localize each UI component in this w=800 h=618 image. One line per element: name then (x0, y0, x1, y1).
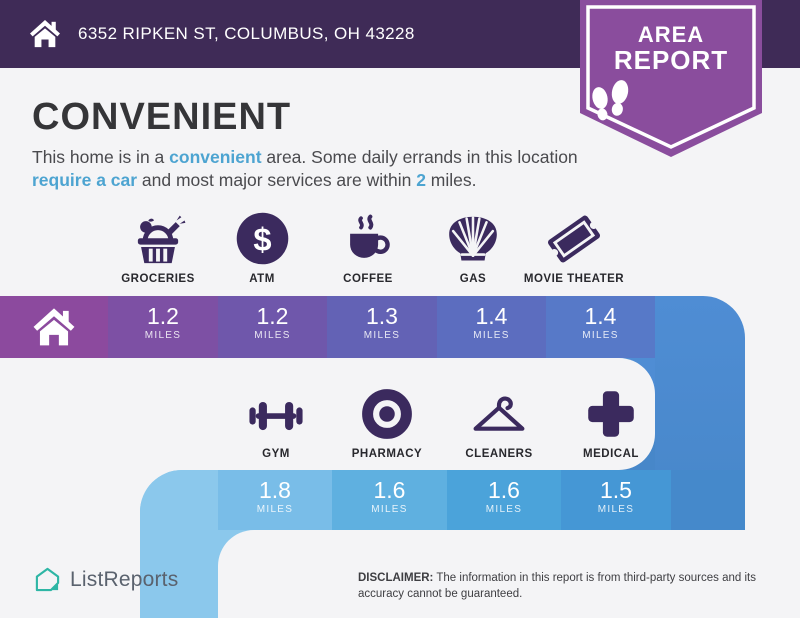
distance-unit: MILES (582, 330, 619, 341)
distance-unit: MILES (485, 504, 523, 515)
amenity-gas: GAS (408, 208, 538, 285)
disclaimer: DISCLAIMER: The information in this repo… (358, 571, 762, 602)
page-title: CONVENIENT (32, 96, 292, 138)
distance-value: 1.6 (488, 477, 520, 503)
medical-cross-icon (588, 391, 634, 437)
distance-cell-atm: 1.2 MILES (218, 296, 327, 358)
distance-unit: MILES (256, 504, 294, 515)
amenity-coffee: COFFEE (303, 208, 433, 285)
amenity-label: GYM (262, 448, 290, 460)
groceries-icon (137, 215, 186, 264)
distance-cell-gym: 1.8 MILES (218, 470, 332, 530)
distance-bar-bottom: 1.8 MILES 1.6 MILES 1.6 MILES 1.5 MILES (140, 470, 745, 530)
amenity-movie-theater: MOVIE THEATER (509, 208, 639, 285)
band-inner-gap (0, 358, 655, 470)
cleaners-hanger-icon (473, 396, 525, 431)
distance-value: 1.6 (373, 477, 406, 503)
desc-highlight-require-a-car: require a car (32, 170, 138, 191)
desc-highlight-miles-number: 2 (416, 170, 426, 191)
distance-cell-pharmacy: 1.6 MILES (332, 470, 447, 530)
brand-name: ListReports (70, 567, 179, 591)
area-description: This home is in a convenient area. Some … (32, 146, 580, 192)
distance-bar-top: 1.2 MILES 1.2 MILES 1.3 MILES 1.4 MILES … (0, 296, 655, 358)
property-address: 6352 RIPKEN ST, COLUMBUS, OH 43228 (78, 24, 415, 43)
distance-unit: MILES (597, 504, 635, 515)
desc-text: area. Some daily errands in this locatio… (261, 147, 578, 167)
distance-value: 1.4 (584, 303, 617, 329)
footprints-icon (592, 80, 629, 121)
area-report-badge: AREA REPORT (580, 0, 762, 164)
distance-cell-coffee: 1.3 MILES (327, 296, 437, 358)
amenity-pharmacy: PHARMACY (322, 383, 452, 460)
distance-value: 1.3 (366, 303, 398, 329)
amenity-label: GAS (459, 273, 487, 285)
amenity-label: COFFEE (343, 273, 393, 285)
distance-unit: MILES (254, 330, 291, 341)
distance-cell-groceries: 1.2 MILES (108, 296, 218, 358)
home-icon (33, 307, 75, 345)
coffee-icon (350, 214, 390, 258)
badge-pennant (580, 0, 762, 157)
band-fill-cell (671, 470, 745, 530)
dollar-sign: $ (253, 221, 271, 258)
home-cell (0, 296, 108, 358)
amenity-label: MOVIE THEATER (523, 273, 625, 285)
distance-cell-gas: 1.4 MILES (437, 296, 546, 358)
band-inner-gap (218, 530, 800, 618)
distance-cell-medical: 1.5 MILES (561, 470, 671, 530)
atm-icon: $ (236, 212, 288, 265)
disclaimer-label: DISCLAIMER: (358, 572, 434, 584)
distance-value: 1.5 (600, 477, 632, 503)
distance-value: 1.4 (475, 303, 508, 329)
distance-cell-cleaners: 1.6 MILES (447, 470, 561, 530)
listreports-logo: ListReports (34, 566, 178, 593)
distance-unit: MILES (363, 330, 401, 341)
listreports-house-icon (35, 567, 60, 592)
desc-highlight-convenient: convenient (169, 147, 262, 167)
desc-text: miles. (425, 170, 477, 191)
distance-unit: MILES (473, 330, 510, 341)
amenity-label: MEDICAL (583, 448, 639, 460)
amenity-label: CLEANERS (465, 448, 533, 460)
badge-line1: AREA (637, 22, 705, 47)
pharmacy-target-icon (362, 389, 412, 439)
disclaimer-text: The information in this report is from t… (358, 572, 756, 600)
distance-value: 1.2 (256, 303, 289, 329)
distance-value: 1.8 (259, 477, 291, 503)
distance-value: 1.2 (147, 303, 179, 329)
amenity-cleaners: CLEANERS (434, 383, 564, 460)
desc-text: and most major services are within (137, 170, 417, 191)
home-icon (30, 19, 60, 48)
distance-unit: MILES (144, 330, 182, 341)
amenity-medical: MEDICAL (546, 383, 676, 460)
badge-line2: REPORT (613, 45, 729, 75)
amenity-label: ATM (249, 273, 275, 285)
gas-shell-icon (449, 216, 497, 261)
amenity-atm: $ ATM (197, 208, 327, 285)
amenity-groceries: GROCERIES (93, 208, 223, 285)
gym-dumbbell-icon (249, 401, 303, 431)
movie-ticket-icon (547, 215, 601, 263)
distance-unit: MILES (371, 504, 408, 515)
band-lead-cell (140, 470, 218, 530)
amenity-gym: GYM (211, 383, 341, 460)
desc-text: This home is in a (32, 147, 170, 167)
amenity-label: GROCERIES (121, 273, 195, 285)
distance-cell-movie-theater: 1.4 MILES (546, 296, 655, 358)
amenity-label: PHARMACY (351, 448, 423, 460)
